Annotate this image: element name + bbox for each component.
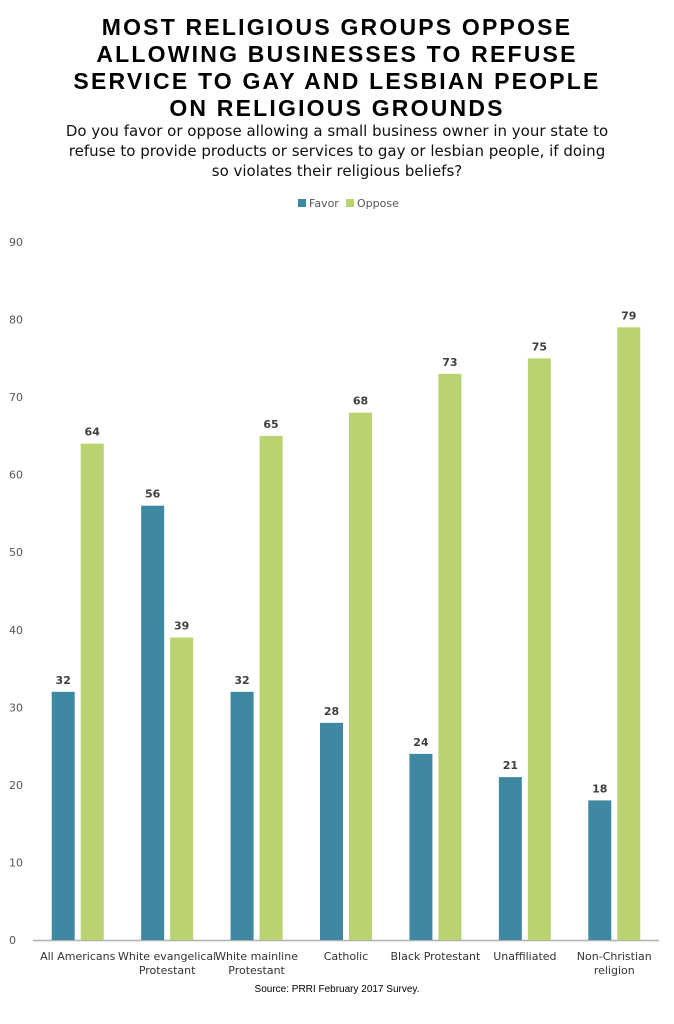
data-label: 24 (413, 736, 429, 749)
bar-oppose (349, 412, 372, 941)
data-label: 21 (503, 759, 518, 772)
y-tick-label: 90 (9, 236, 23, 249)
x-tick-label: Catholic (324, 950, 369, 963)
source-note: Source: PRRI February 2017 Survey. (254, 984, 420, 995)
data-label: 18 (592, 782, 607, 795)
x-tick-label: Non-Christian (577, 950, 652, 963)
legend-swatch-favor (298, 199, 306, 207)
data-label: 56 (145, 488, 161, 501)
y-tick-label: 20 (9, 779, 23, 792)
x-tick-label: Protestant (139, 964, 196, 977)
x-tick-label: White evangelical (118, 950, 216, 963)
bar-favor (141, 505, 165, 940)
bar-oppose (527, 358, 551, 940)
bar-favor (588, 800, 612, 940)
bar-favor (498, 777, 522, 940)
x-tick-label: Protestant (228, 964, 285, 977)
bar-oppose (259, 435, 283, 940)
bar-favor (230, 691, 254, 940)
data-label: 65 (263, 418, 278, 431)
y-tick-label: 10 (9, 856, 23, 869)
data-label: 75 (532, 340, 547, 353)
x-tick-label: Unaffiliated (493, 950, 556, 963)
chart-title: MOST RELIGIOUS GROUPS OPPOSE ALLOWING BU… (73, 14, 601, 121)
bar-oppose (438, 373, 462, 940)
chart-subtitle: Do you favor or oppose allowing a small … (65, 122, 609, 180)
data-label: 79 (621, 309, 636, 322)
bar-favor (320, 722, 343, 940)
bar-oppose (617, 327, 641, 940)
bar-oppose (170, 637, 194, 940)
bar-favor (409, 753, 433, 940)
y-tick-label: 50 (9, 546, 23, 559)
y-tick-label: 40 (9, 624, 23, 637)
data-label: 64 (85, 426, 101, 439)
y-tick-label: 80 (9, 314, 23, 327)
bar-favor (51, 691, 75, 940)
x-tick-label: religion (594, 964, 635, 977)
x-tick-label: White mainline (215, 950, 298, 963)
y-tick-label: 30 (9, 701, 23, 714)
data-label: 28 (324, 705, 339, 718)
x-tick-label: All Americans (40, 950, 115, 963)
legend-swatch-oppose (346, 199, 354, 207)
data-label: 32 (234, 674, 249, 687)
bar-oppose (80, 443, 104, 940)
data-label: 73 (442, 356, 457, 369)
x-tick-label: Black Protestant (390, 950, 481, 963)
data-label: 32 (56, 674, 71, 687)
legend-label-favor: Favor (309, 197, 339, 210)
data-label: 39 (174, 620, 189, 633)
y-tick-label: 70 (9, 391, 23, 404)
y-tick-label: 60 (9, 469, 23, 482)
legend-label-oppose: Oppose (357, 197, 399, 210)
data-label: 68 (353, 395, 368, 408)
y-tick-label: 0 (9, 934, 16, 947)
